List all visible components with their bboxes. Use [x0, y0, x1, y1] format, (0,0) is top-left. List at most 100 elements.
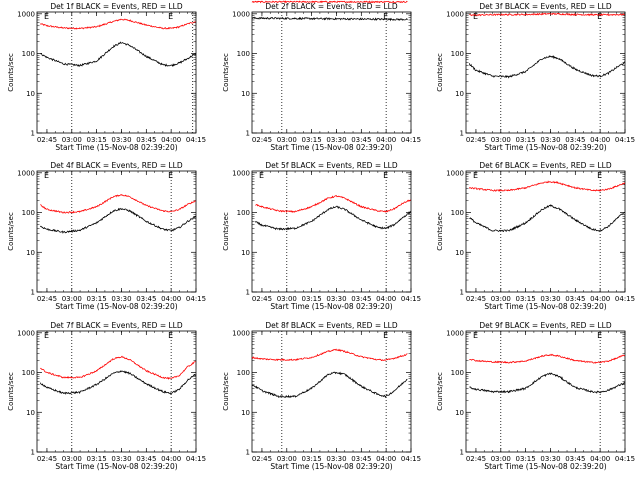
series-events — [251, 16, 408, 22]
x-tick-label: 03:45 — [351, 455, 371, 463]
y-tick-label: 10 — [26, 90, 35, 98]
y-tick-label: 100 — [22, 50, 35, 58]
series-events — [251, 371, 408, 399]
y-tick-label: 1000 — [17, 329, 35, 337]
series-events — [40, 41, 197, 67]
x-axis-title: Start Time (15-Nov-08 02:39:20) — [484, 462, 606, 471]
e-marker: E — [383, 12, 388, 21]
x-tick-label: 03:00 — [491, 295, 511, 303]
y-axis-title: Counts/sec — [7, 372, 15, 411]
x-tick-label: 04:00 — [376, 295, 396, 303]
x-axis-title: Start Time (15-Nov-08 02:39:20) — [55, 143, 177, 152]
plot-frame — [36, 11, 197, 134]
y-tick-label: 10 — [241, 409, 250, 417]
x-tick-label: 02:45 — [252, 136, 272, 144]
series-lld — [39, 18, 196, 30]
y-tick-label: 100 — [451, 50, 464, 58]
x-tick-label: 03:15 — [87, 136, 107, 144]
e-marker: E — [44, 12, 49, 21]
x-tick-label: 03:15 — [302, 136, 322, 144]
y-tick-label: 100 — [237, 369, 250, 377]
x-tick-label: 02:45 — [37, 295, 57, 303]
x-tick-label: 02:45 — [466, 455, 486, 463]
x-tick-label: 03:00 — [491, 136, 511, 144]
panel-title: Det 2f BLACK = Events, RED = LLD — [265, 2, 398, 11]
y-axis-title: Counts/sec — [222, 372, 230, 411]
panel-title: Det 5f BLACK = Events, RED = LLD — [265, 161, 398, 170]
y-tick-label: 10 — [26, 249, 35, 257]
x-tick-label: 04:00 — [590, 455, 610, 463]
x-tick-label: 03:00 — [62, 295, 82, 303]
x-tick-label: 03:30 — [540, 295, 560, 303]
x-axis-title: Start Time (15-Nov-08 02:39:20) — [484, 143, 606, 152]
series-events — [468, 55, 625, 79]
e-marker: E — [597, 331, 602, 340]
y-axis-title: Counts/sec — [7, 53, 15, 92]
panel-det-5: Det 5f BLACK = Events, RED = LLD 1 10 100 10… — [222, 161, 421, 311]
e-marker: E — [383, 331, 388, 340]
series-lld — [469, 12, 625, 17]
plot-frame — [36, 170, 197, 293]
y-tick-label: 1000 — [446, 169, 464, 177]
panel-det-2: Det 2f BLACK = Events, RED = LLD 1 10 100 10… — [222, 0, 421, 152]
x-tick-label: 03:30 — [326, 455, 346, 463]
x-tick-label: 03:45 — [136, 295, 156, 303]
x-tick-label: 03:00 — [62, 455, 82, 463]
x-tick-label: 04:00 — [161, 136, 181, 144]
x-tick-label: 03:15 — [302, 295, 322, 303]
x-tick-label: 03:00 — [277, 136, 297, 144]
x-tick-label: 03:15 — [516, 295, 536, 303]
series-lld — [468, 180, 626, 192]
series-lld — [40, 355, 196, 380]
y-tick-label: 1 — [246, 289, 250, 297]
x-tick-label: 03:15 — [516, 136, 536, 144]
panel-det-3: Det 3f BLACK = Events, RED = LLD 1 10 100 10… — [436, 2, 635, 152]
y-tick-label: 10 — [241, 249, 250, 257]
plot-frame — [251, 330, 412, 453]
plot-frame — [251, 170, 412, 293]
e-marker: E — [168, 12, 173, 21]
x-tick-label: 04:15 — [615, 295, 635, 303]
panel-title: Det 7f BLACK = Events, RED = LLD — [50, 321, 183, 330]
e-marker: E — [168, 331, 173, 340]
series-lld — [251, 0, 408, 4]
y-tick-label: 1000 — [17, 169, 35, 177]
e-marker: E — [383, 171, 388, 180]
y-axis-title: Counts/sec — [222, 53, 230, 92]
panel-det-1: Det 1f BLACK = Events, RED = LLD 1 10 100 10… — [7, 2, 206, 152]
x-axis-title: Start Time (15-Nov-08 02:39:20) — [55, 302, 177, 311]
plot-frame — [465, 170, 626, 293]
x-tick-label: 03:45 — [351, 136, 371, 144]
y-tick-label: 1000 — [446, 10, 464, 18]
series-events — [254, 205, 411, 231]
y-tick-label: 10 — [26, 409, 35, 417]
y-axis-title: Counts/sec — [436, 53, 444, 92]
y-tick-label: 100 — [451, 209, 464, 217]
y-tick-label: 100 — [22, 209, 35, 217]
panel-title: Det 8f BLACK = Events, RED = LLD — [265, 321, 398, 330]
x-tick-label: 04:15 — [186, 455, 206, 463]
x-tick-label: 04:15 — [401, 295, 421, 303]
y-tick-label: 10 — [455, 249, 464, 257]
y-tick-label: 1 — [460, 449, 464, 457]
x-tick-label: 03:30 — [540, 136, 560, 144]
series-lld — [469, 353, 625, 364]
x-tick-label: 04:00 — [590, 136, 610, 144]
x-tick-label: 02:45 — [466, 136, 486, 144]
series-lld — [251, 348, 408, 362]
y-tick-label: 1 — [460, 130, 464, 138]
x-tick-label: 02:45 — [37, 455, 57, 463]
panel-det-6: Det 6f BLACK = Events, RED = LLD 1 10 100 10… — [436, 161, 635, 311]
x-tick-label: 02:45 — [37, 136, 57, 144]
y-tick-label: 1000 — [232, 10, 250, 18]
x-tick-label: 03:15 — [87, 455, 107, 463]
y-tick-label: 1 — [31, 130, 35, 138]
x-tick-label: 03:30 — [326, 136, 346, 144]
series-lld — [40, 194, 196, 214]
panel-title: Det 9f BLACK = Events, RED = LLD — [479, 321, 612, 330]
x-tick-label: 03:30 — [111, 295, 131, 303]
y-tick-label: 1 — [246, 130, 250, 138]
e-marker: E — [44, 331, 49, 340]
x-tick-label: 04:15 — [401, 455, 421, 463]
